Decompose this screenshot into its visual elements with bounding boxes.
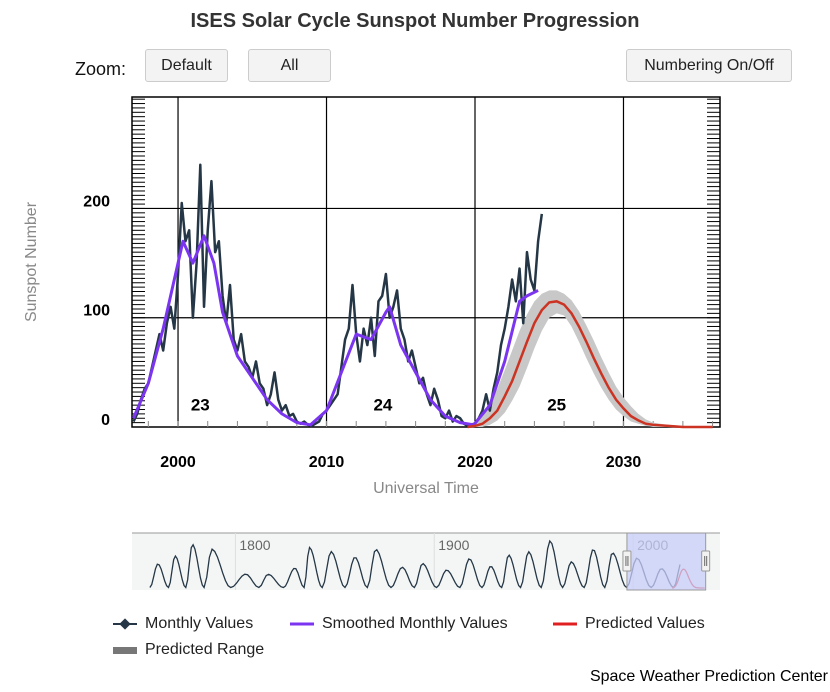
legend-label: Predicted Values xyxy=(585,615,705,632)
navigator-tick-label: 1900 xyxy=(438,537,469,553)
x-tick-label: 2020 xyxy=(457,454,493,471)
cycle-label: 25 xyxy=(547,396,566,415)
legend-smoothed[interactable]: Smoothed Monthly Values xyxy=(290,615,508,633)
legend-label: Predicted Range xyxy=(145,641,265,658)
chart-title: ISES Solar Cycle Sunspot Number Progress… xyxy=(190,10,640,32)
y-axis-label: Sunspot Number xyxy=(23,201,40,322)
legend-label: Smoothed Monthly Values xyxy=(322,615,508,632)
legend-monthly[interactable]: Monthly Values xyxy=(113,615,253,633)
zoom-all-button[interactable]: All xyxy=(248,49,331,82)
navigator-selection xyxy=(626,532,707,591)
zoom-default-button[interactable]: Default xyxy=(145,49,228,82)
x-tick-label: 2010 xyxy=(309,454,345,471)
numbering-toggle-button[interactable]: Numbering On/Off xyxy=(626,49,792,82)
predicted-range-band xyxy=(467,290,713,427)
navigator-handle[interactable] xyxy=(622,550,632,572)
legend-predicted[interactable]: Predicted Values xyxy=(553,615,705,633)
y-tick-label: 200 xyxy=(83,193,110,210)
credit-text: Space Weather Prediction Center xyxy=(589,668,828,685)
y-tick-label: 0 xyxy=(101,412,110,429)
navigator-series-line xyxy=(149,539,681,590)
line-marker-icon xyxy=(113,618,137,630)
cycle-label: 23 xyxy=(191,396,210,415)
navigator-tick-label: 1800 xyxy=(239,537,270,553)
navigator-handle[interactable] xyxy=(701,550,711,572)
predicted-values-line xyxy=(467,300,713,429)
band-icon xyxy=(113,647,137,654)
line-icon xyxy=(290,622,314,626)
x-axis-label: Universal Time xyxy=(373,480,479,497)
cycle-label: 24 xyxy=(373,396,392,415)
plot-area xyxy=(131,96,721,428)
y-tick-label: 100 xyxy=(83,303,110,320)
smoothed-values-line xyxy=(132,234,539,427)
x-tick-label: 2000 xyxy=(160,454,196,471)
zoom-label: Zoom: xyxy=(75,59,127,79)
legend-label: Monthly Values xyxy=(145,615,254,632)
line-icon xyxy=(553,622,577,626)
legend-range[interactable]: Predicted Range xyxy=(113,641,264,659)
x-tick-label: 2030 xyxy=(606,454,642,471)
